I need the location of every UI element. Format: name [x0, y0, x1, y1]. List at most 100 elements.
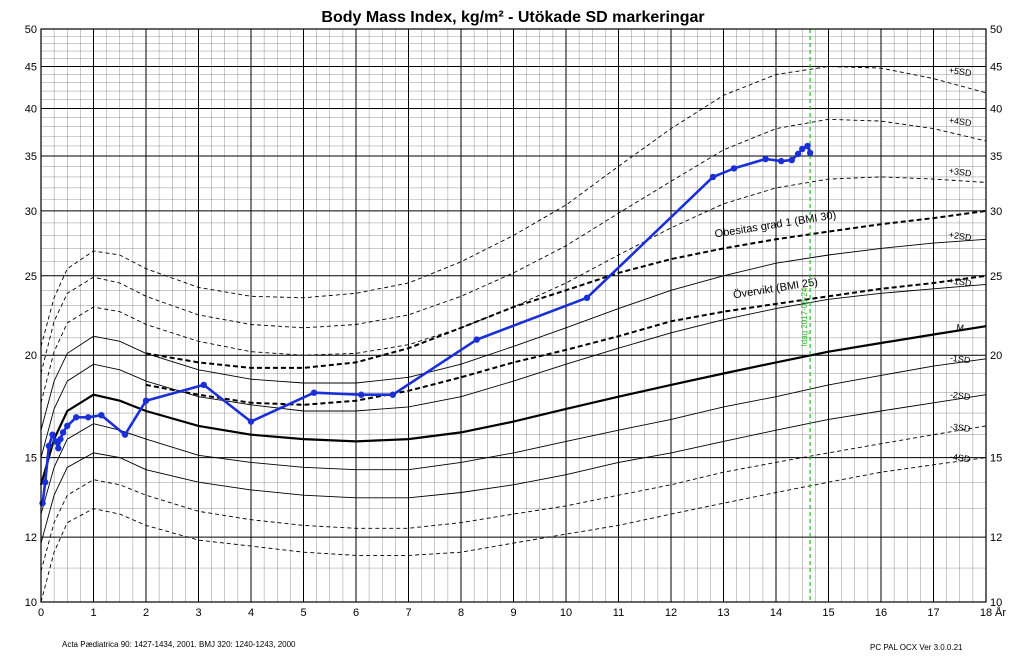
- y-tick-label-left: 20: [25, 350, 37, 362]
- data-point: [709, 173, 717, 181]
- x-tick-label: 12: [665, 607, 677, 619]
- x-tick-label: 18: [980, 607, 992, 619]
- sd-curve-label: M: [956, 322, 965, 333]
- data-point: [358, 391, 365, 398]
- reference-curves: +5SD +4SD +3SD +2SD +1SD M -1SD -2SD -3SD -4SD: [39, 65, 987, 603]
- sd-curve-label: +2SD: [948, 230, 972, 243]
- data-point: [730, 165, 738, 172]
- data-point: [72, 414, 80, 421]
- y-tick-label-right: 30: [990, 206, 1002, 218]
- data-point: [45, 442, 53, 450]
- y-tick-label-left: 45: [25, 62, 37, 74]
- iotf-curve: [145, 274, 987, 406]
- x-tick-label: 9: [510, 607, 516, 619]
- y-tick-label-left: 10: [25, 597, 37, 609]
- patient-series: [39, 142, 814, 507]
- y-tick-label-left: 50: [25, 24, 37, 36]
- data-point: [794, 150, 802, 158]
- y-tick-label-right: 10: [990, 597, 1002, 609]
- y-tick-label-right: 12: [990, 532, 1002, 544]
- x-tick-label: 3: [195, 607, 201, 619]
- y-tick-label-right: 20: [990, 350, 1002, 362]
- sd-curve: [40, 66, 987, 347]
- x-tick-label: 14: [770, 607, 782, 619]
- x-tick-label: 13: [717, 607, 729, 619]
- data-point: [806, 149, 814, 157]
- x-tick-label: 8: [458, 607, 464, 619]
- y-tick-label-left: 12: [25, 532, 37, 544]
- data-point: [778, 157, 785, 165]
- sd-curve: [40, 118, 987, 374]
- today-marker: Idag 2017-08-24: [800, 29, 811, 602]
- sd-curve: [39, 325, 987, 486]
- y-tick-label-right: 50: [990, 24, 1002, 36]
- data-point: [389, 391, 396, 398]
- x-tick-label: 4: [248, 607, 254, 619]
- data-point: [49, 431, 56, 438]
- x-tick-label: 2: [143, 607, 149, 619]
- sd-curve-label: -1SD: [949, 353, 971, 366]
- data-point: [804, 142, 811, 150]
- today-label: Idag 2017-08-24: [800, 287, 809, 346]
- sd-curve-label: +3SD: [948, 166, 972, 179]
- footer-reference: Acta Pædiatrica 90: 1427-1434, 2001. BMJ…: [62, 640, 296, 649]
- x-tick-label: 6: [353, 607, 359, 619]
- data-point: [98, 411, 105, 419]
- x-tick-label: 16: [875, 607, 887, 619]
- x-tick-label: 15: [822, 607, 834, 619]
- data-point: [473, 336, 480, 343]
- data-point: [762, 155, 769, 163]
- series-line: [41, 144, 812, 504]
- x-tick-label: 10: [560, 607, 572, 619]
- data-point: [57, 435, 64, 443]
- data-point: [85, 414, 92, 421]
- x-tick-label: 5: [300, 607, 306, 619]
- x-tick-label: 17: [927, 607, 939, 619]
- plot-frame: [40, 28, 987, 603]
- sd-curve-label: +4SD: [948, 115, 972, 128]
- y-tick-label-right: 25: [990, 271, 1002, 283]
- data-point: [121, 431, 129, 438]
- data-point: [799, 145, 806, 153]
- sd-curve: [40, 283, 987, 458]
- sd-curve-label: -4SD: [949, 451, 971, 464]
- y-tick-label-left: 25: [25, 271, 37, 283]
- data-point: [59, 429, 67, 436]
- y-tick-label-left: 15: [25, 453, 37, 465]
- data-point: [64, 422, 71, 430]
- sd-curve-label: -2SD: [949, 389, 971, 402]
- data-point: [583, 294, 591, 302]
- x-tick-label: 11: [613, 607, 624, 619]
- data-point: [39, 499, 46, 507]
- y-tick-label-left: 30: [25, 206, 37, 218]
- y-tick-label-left: 40: [25, 103, 37, 115]
- footer-version: PC PAL OCX Ver 3.0.0.21: [870, 643, 963, 652]
- sd-curve-label: +5SD: [948, 65, 972, 78]
- data-point: [55, 445, 62, 452]
- data-point: [42, 479, 49, 486]
- sd-curve: [40, 176, 987, 403]
- sd-curve: [40, 394, 987, 544]
- x-tick-label: 0: [38, 607, 44, 619]
- data-point: [200, 381, 207, 389]
- sd-curve: [40, 238, 987, 431]
- y-tick-label-right: 35: [990, 151, 1002, 163]
- sd-curve-label: +1SD: [948, 275, 972, 288]
- x-tick-label: 7: [405, 607, 411, 619]
- sd-curve: [40, 425, 987, 572]
- y-tick-label-right: 15: [990, 453, 1002, 465]
- sd-curve-label: -3SD: [949, 421, 971, 434]
- iotf-curve: [145, 209, 987, 369]
- y-tick-label-left: 35: [25, 151, 37, 163]
- y-tick-label-right: 40: [990, 103, 1002, 115]
- data-point: [142, 397, 150, 404]
- data-point: [788, 156, 795, 164]
- x-axis-label: År: [995, 606, 1006, 619]
- sd-curve: [40, 457, 987, 603]
- x-tick-label: 1: [90, 607, 96, 619]
- grid-lines: [40, 28, 987, 603]
- data-point: [247, 418, 255, 425]
- y-tick-label-right: 45: [990, 62, 1002, 74]
